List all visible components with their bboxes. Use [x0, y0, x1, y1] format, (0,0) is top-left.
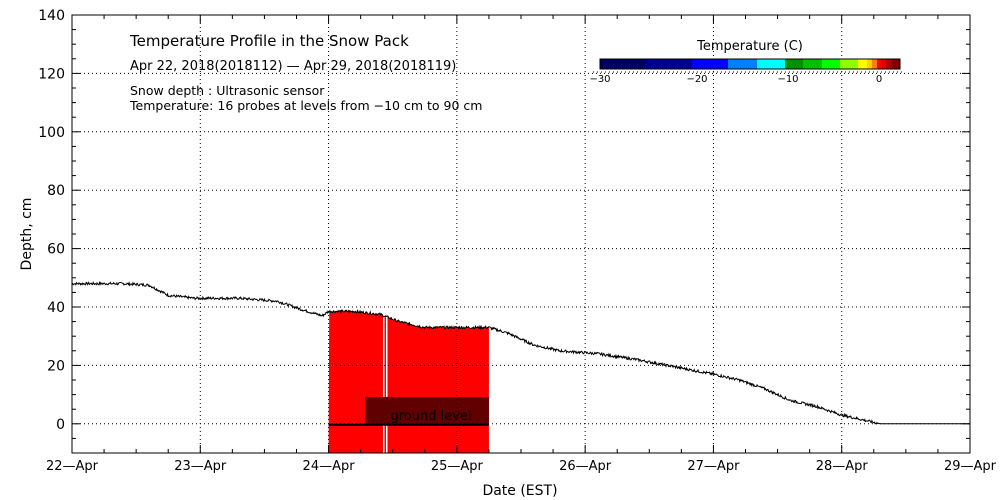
y-tick-label: 80	[47, 183, 65, 199]
data-gap	[383, 312, 385, 453]
x-tick-label: 27—Apr	[687, 459, 740, 474]
colorbar-tick-label: 0	[876, 74, 882, 85]
plot-frame	[71, 14, 971, 454]
x-tick-label: 28—Apr	[816, 459, 869, 474]
colorbar-tick-label: −20	[686, 74, 707, 85]
temperature-fill	[328, 310, 489, 453]
x-tick-label: 24—Apr	[303, 459, 356, 474]
colorbar-segment	[881, 59, 886, 69]
x-tick-label: 26—Apr	[559, 459, 612, 474]
colorbar-frame	[599, 58, 901, 70]
note-snow-depth: Snow depth : Ultrasonic sensor	[130, 83, 325, 98]
colorbar-segment	[840, 59, 858, 69]
colorbar-segment	[822, 59, 840, 69]
snow-depth-series	[71, 280, 970, 425]
colorbar-segment	[892, 59, 900, 69]
x-tick-label: 25—Apr	[431, 459, 484, 474]
colorbar-segment	[867, 59, 872, 69]
x-axis-label: Date (EST)	[482, 483, 557, 499]
y-tick-label: 140	[38, 8, 65, 24]
data-gap	[386, 312, 388, 453]
colorbar-segment	[692, 59, 728, 69]
y-tick-label: 60	[47, 242, 65, 258]
grid	[72, 15, 970, 453]
colorbar: −30 −20 −10 0	[589, 58, 905, 85]
colorbar-segment	[728, 59, 757, 69]
temperature-region: ground level	[328, 310, 489, 453]
colorbar-segment	[785, 59, 803, 69]
colorbar-title: Temperature (C)	[696, 39, 803, 54]
colorbar-segment	[886, 59, 892, 69]
x-tick-label: 22—Apr	[46, 459, 99, 474]
y-tick-label: 40	[47, 300, 65, 316]
x-tick-label: 23—Apr	[174, 459, 227, 474]
y-tick-label: 0	[56, 417, 65, 433]
x-tick-label: 29—Apr	[944, 459, 997, 474]
y-tick-label: 20	[47, 358, 65, 374]
chart-subtitle: Apr 22, 2018(2018112) — Apr 29, 2018(201…	[130, 59, 456, 74]
colorbar-segment	[872, 59, 877, 69]
colorbar-segment	[646, 59, 692, 69]
y-tick-label: 120	[38, 66, 65, 82]
snow-depth-line	[71, 280, 970, 425]
ground-level-box	[365, 397, 489, 425]
colorbar-tick-label: −30	[589, 74, 610, 85]
chart-title: Temperature Profile in the Snow Pack	[129, 32, 409, 50]
y-tick-label: 100	[38, 125, 65, 141]
colorbar-tick-label: −10	[777, 74, 798, 85]
axes: 22—Apr 23—Apr 24—Apr 25—Apr 26—Apr 27—Apr 28—A…	[38, 8, 996, 474]
note-temperature: Temperature: 16 probes at levels from −1…	[129, 98, 482, 113]
colorbar-segment	[858, 59, 867, 69]
colorbar-segment	[757, 59, 785, 69]
y-axis-label: Depth, cm	[19, 198, 35, 271]
colorbar-segment	[600, 59, 646, 69]
colorbar-segment	[803, 59, 822, 69]
ground-level-label: ground level	[390, 409, 471, 424]
colorbar-segment	[877, 59, 881, 69]
